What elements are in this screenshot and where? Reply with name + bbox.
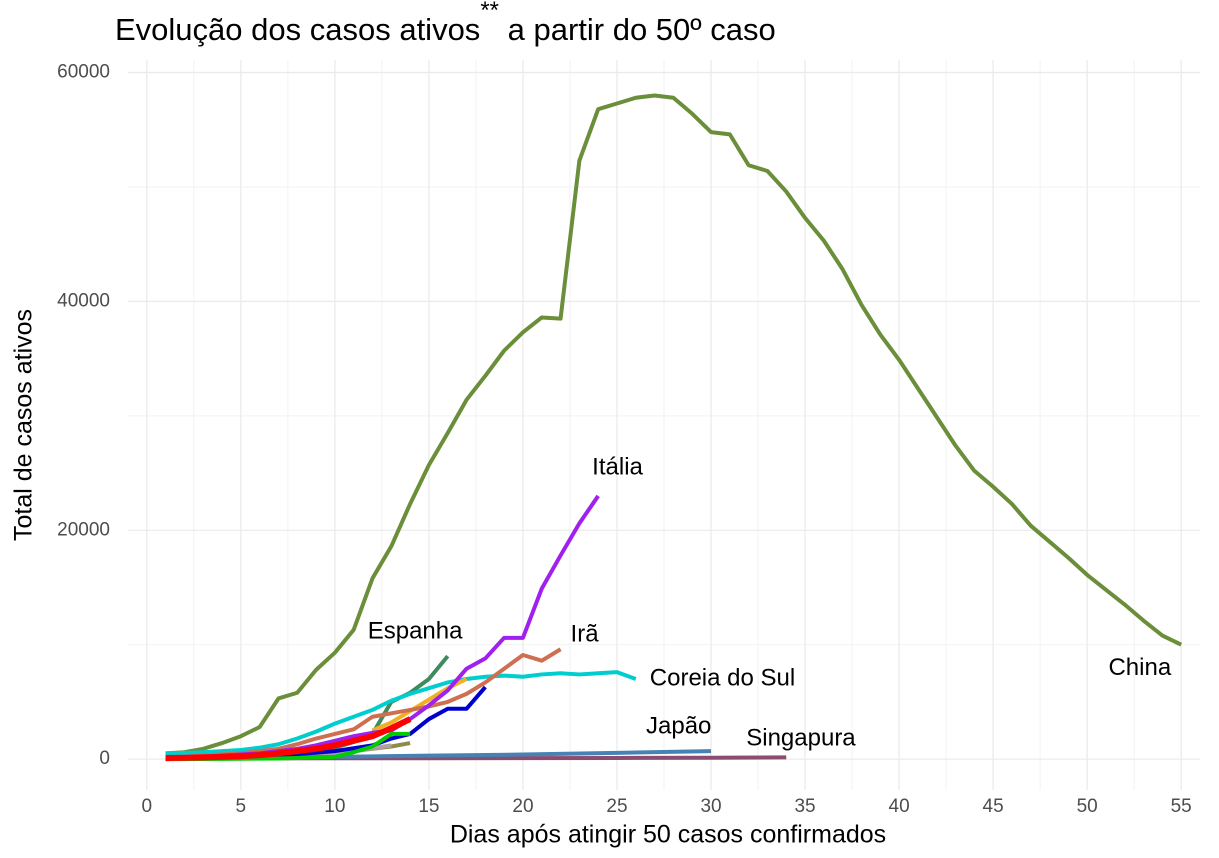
x-tick-label: 55 [1171,796,1192,817]
x-tick-label: 50 [1077,796,1098,817]
x-tick-label: 45 [983,796,1004,817]
x-tick-label: 25 [606,796,627,817]
series-line [165,670,637,756]
x-axis-title: Dias após atingir 50 casos confirmados [450,821,886,849]
series-label: Japão [646,712,711,739]
chart-title: Evolução dos casos ativos** a partir do … [115,0,776,47]
title-part: Evolução dos casos ativos [115,12,480,47]
title-mark: ** [480,0,499,24]
series-label: Coreia do Sul [650,664,795,691]
y-tick-label: 20000 [57,519,110,540]
series-label: Itália [592,453,643,480]
y-tick-label: 60000 [57,62,110,83]
series-label: China [1108,654,1171,681]
x-tick-label: 40 [889,796,910,817]
series-line [165,716,412,761]
y-axis-title: Total de casos ativos [10,309,38,541]
plot-area: 0 5 10 15 20 25 30 35 40 45 50 55 0 20000 40000 60000 Ch… [57,60,1200,817]
series-label: Singapura [746,725,856,752]
x-tick-label: 10 [324,796,345,817]
x-tick-label: 0 [142,796,153,817]
series-line [165,93,1183,756]
x-tick-label: 35 [794,796,815,817]
title-part: a partir do 50º caso [499,12,776,47]
y-tick-label: 0 [99,748,110,769]
x-tick-label: 5 [236,796,247,817]
x-tick-label: 20 [512,796,533,817]
series-label: Irã [571,621,600,648]
x-tick-label: 15 [418,796,439,817]
y-tick-label: 40000 [57,290,110,311]
x-tick-label: 30 [700,796,721,817]
series-label: Espanha [368,617,463,644]
